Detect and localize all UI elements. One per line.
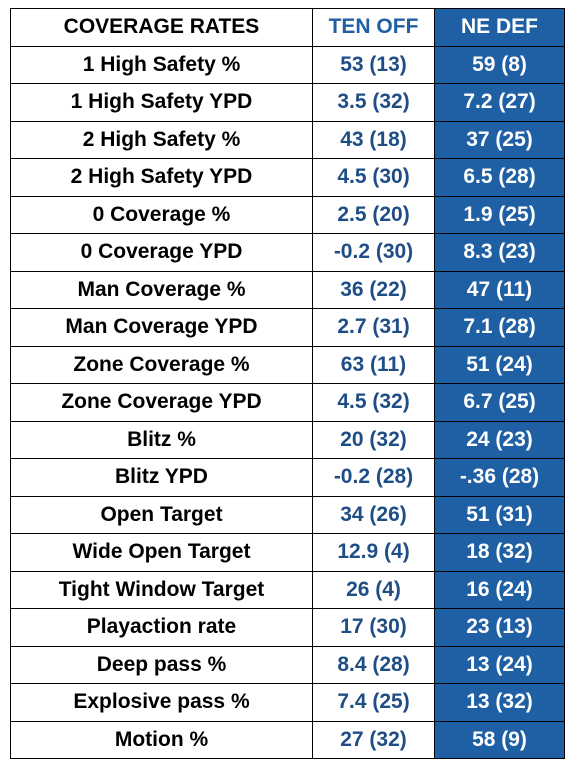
ne-def-value: 7.1 (28) bbox=[434, 308, 565, 347]
table-row: Zone Coverage YPD 4.5 (32) 6.7 (25) bbox=[10, 383, 565, 422]
coverage-rates-table: COVERAGE RATES TEN OFF NE DEF 1 High Saf… bbox=[10, 8, 565, 759]
ten-off-value: 27 (32) bbox=[312, 720, 435, 759]
ten-off-value: 43 (18) bbox=[312, 120, 435, 159]
ne-def-value: 6.5 (28) bbox=[434, 158, 565, 197]
ne-def-value: 51 (24) bbox=[434, 345, 565, 384]
ten-off-value: 34 (26) bbox=[312, 495, 435, 534]
ne-def-value: 16 (24) bbox=[434, 570, 565, 609]
row-label: Blitz YPD bbox=[10, 458, 313, 497]
ten-off-value: -0.2 (28) bbox=[312, 458, 435, 497]
ten-off-value: -0.2 (30) bbox=[312, 233, 435, 272]
ten-off-value: 63 (11) bbox=[312, 345, 435, 384]
table-row: Tight Window Target 26 (4) 16 (24) bbox=[10, 570, 565, 609]
ten-off-value: 2.7 (31) bbox=[312, 308, 435, 347]
table-row: Wide Open Target 12.9 (4) 18 (32) bbox=[10, 533, 565, 572]
ten-off-value: 12.9 (4) bbox=[312, 533, 435, 572]
row-label: Open Target bbox=[10, 495, 313, 534]
row-label: Zone Coverage YPD bbox=[10, 383, 313, 422]
ten-off-value: 20 (32) bbox=[312, 420, 435, 459]
ten-off-value: 26 (4) bbox=[312, 570, 435, 609]
row-label: Tight Window Target bbox=[10, 570, 313, 609]
row-label: Man Coverage % bbox=[10, 270, 313, 309]
table-row: 1 High Safety YPD 3.5 (32) 7.2 (27) bbox=[10, 83, 565, 122]
ten-off-value: 3.5 (32) bbox=[312, 83, 435, 122]
ne-def-value: 23 (13) bbox=[434, 608, 565, 647]
row-label: 1 High Safety % bbox=[10, 45, 313, 84]
table-row: Man Coverage YPD 2.7 (31) 7.1 (28) bbox=[10, 308, 565, 347]
ne-def-value: 7.2 (27) bbox=[434, 83, 565, 122]
ne-def-value: 37 (25) bbox=[434, 120, 565, 159]
ne-def-value: 47 (11) bbox=[434, 270, 565, 309]
ten-off-value: 7.4 (25) bbox=[312, 683, 435, 722]
header-coverage-rates: COVERAGE RATES bbox=[10, 8, 313, 47]
ten-off-value: 4.5 (32) bbox=[312, 383, 435, 422]
ten-off-value: 17 (30) bbox=[312, 608, 435, 647]
ne-def-value: 59 (8) bbox=[434, 45, 565, 84]
ne-def-value: 58 (9) bbox=[434, 720, 565, 759]
row-label: Motion % bbox=[10, 720, 313, 759]
table-row: 0 Coverage YPD -0.2 (30) 8.3 (23) bbox=[10, 233, 565, 272]
ten-off-value: 8.4 (28) bbox=[312, 645, 435, 684]
row-label: 0 Coverage YPD bbox=[10, 233, 313, 272]
row-label: 2 High Safety % bbox=[10, 120, 313, 159]
ten-off-value: 53 (13) bbox=[312, 45, 435, 84]
coverage-rates-table-container: COVERAGE RATES TEN OFF NE DEF 1 High Saf… bbox=[10, 8, 565, 759]
table-row: Deep pass % 8.4 (28) 13 (24) bbox=[10, 645, 565, 684]
ne-def-value: 18 (32) bbox=[434, 533, 565, 572]
header-ten-off: TEN OFF bbox=[312, 8, 435, 47]
ne-def-value: 1.9 (25) bbox=[434, 195, 565, 234]
table-row: Zone Coverage % 63 (11) 51 (24) bbox=[10, 345, 565, 384]
ten-off-value: 2.5 (20) bbox=[312, 195, 435, 234]
ne-def-value: 13 (32) bbox=[434, 683, 565, 722]
table-row: 2 High Safety % 43 (18) 37 (25) bbox=[10, 120, 565, 159]
table-row: 0 Coverage % 2.5 (20) 1.9 (25) bbox=[10, 195, 565, 234]
ten-off-value: 36 (22) bbox=[312, 270, 435, 309]
table-row: 1 High Safety % 53 (13) 59 (8) bbox=[10, 45, 565, 84]
table-row: Blitz YPD -0.2 (28) -.36 (28) bbox=[10, 458, 565, 497]
table-row: Blitz % 20 (32) 24 (23) bbox=[10, 420, 565, 459]
ten-off-value: 4.5 (30) bbox=[312, 158, 435, 197]
row-label: 0 Coverage % bbox=[10, 195, 313, 234]
row-label: 1 High Safety YPD bbox=[10, 83, 313, 122]
header-ne-def: NE DEF bbox=[434, 8, 565, 47]
table-row: 2 High Safety YPD 4.5 (30) 6.5 (28) bbox=[10, 158, 565, 197]
ne-def-value: 6.7 (25) bbox=[434, 383, 565, 422]
table-row: Explosive pass % 7.4 (25) 13 (32) bbox=[10, 683, 565, 722]
table-row: Motion % 27 (32) 58 (9) bbox=[10, 720, 565, 759]
ne-def-value: 13 (24) bbox=[434, 645, 565, 684]
row-label: Blitz % bbox=[10, 420, 313, 459]
table-row: Open Target 34 (26) 51 (31) bbox=[10, 495, 565, 534]
ne-def-value: 8.3 (23) bbox=[434, 233, 565, 272]
row-label: Wide Open Target bbox=[10, 533, 313, 572]
ne-def-value: 24 (23) bbox=[434, 420, 565, 459]
row-label: Explosive pass % bbox=[10, 683, 313, 722]
row-label: Man Coverage YPD bbox=[10, 308, 313, 347]
ne-def-value: 51 (31) bbox=[434, 495, 565, 534]
row-label: Deep pass % bbox=[10, 645, 313, 684]
header-row: COVERAGE RATES TEN OFF NE DEF bbox=[10, 8, 565, 47]
row-label: Zone Coverage % bbox=[10, 345, 313, 384]
row-label: Playaction rate bbox=[10, 608, 313, 647]
table-row: Playaction rate 17 (30) 23 (13) bbox=[10, 608, 565, 647]
ne-def-value: -.36 (28) bbox=[434, 458, 565, 497]
row-label: 2 High Safety YPD bbox=[10, 158, 313, 197]
table-row: Man Coverage % 36 (22) 47 (11) bbox=[10, 270, 565, 309]
